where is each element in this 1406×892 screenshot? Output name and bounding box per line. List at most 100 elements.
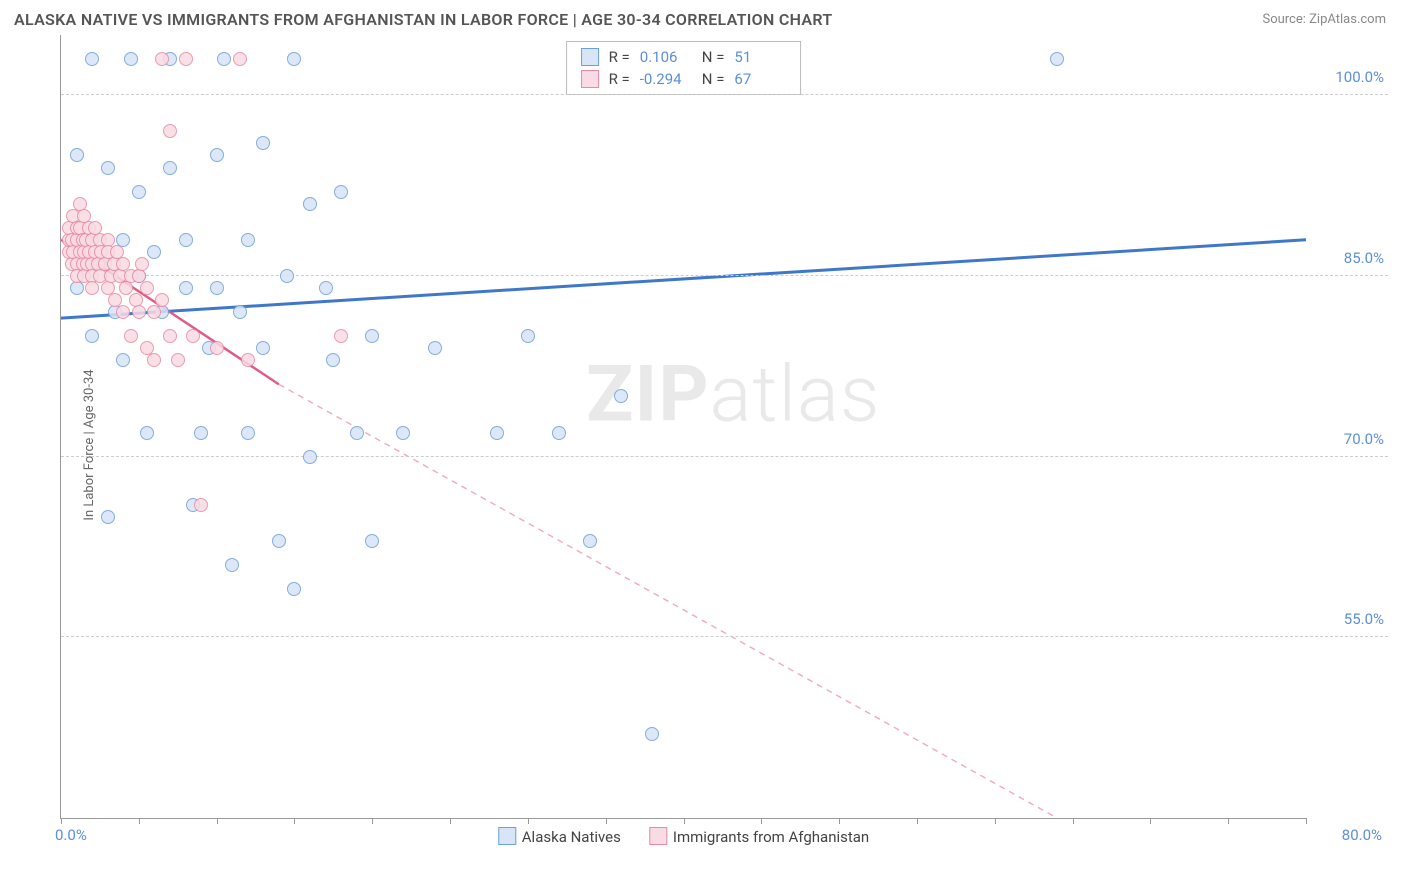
data-point	[163, 161, 177, 175]
x-tick-mark	[1073, 818, 1074, 824]
data-point	[179, 281, 193, 295]
data-point	[85, 52, 99, 66]
data-point	[186, 329, 200, 343]
data-point	[303, 450, 317, 464]
data-point	[614, 389, 628, 403]
stat-r: -0.294	[640, 70, 692, 88]
data-point	[583, 534, 597, 548]
data-point	[326, 353, 340, 367]
data-point	[140, 281, 154, 295]
data-point	[179, 52, 193, 66]
data-point	[147, 245, 161, 259]
data-point	[85, 281, 99, 295]
y-tick-label: 100.0%	[1335, 68, 1384, 86]
data-point	[101, 510, 115, 524]
watermark-bold: ZIP	[586, 350, 709, 441]
gridline	[61, 456, 1388, 457]
scatter-plot: ZIPatlas R = 0.106 N = 51 R = -0.294 N =…	[60, 35, 1306, 819]
data-point	[147, 305, 161, 319]
data-point	[396, 426, 410, 440]
x-tick-mark	[839, 818, 840, 824]
data-point	[124, 329, 138, 343]
data-point	[70, 148, 84, 162]
watermark: ZIPatlas	[586, 350, 880, 441]
data-point	[155, 293, 169, 307]
data-point	[217, 52, 231, 66]
data-point	[241, 353, 255, 367]
data-point	[233, 52, 247, 66]
data-point	[241, 426, 255, 440]
x-tick-mark	[1228, 818, 1229, 824]
data-point	[135, 257, 149, 271]
stat-label: R =	[609, 48, 630, 66]
data-point	[119, 281, 133, 295]
data-point	[428, 341, 442, 355]
y-tick-label: 55.0%	[1344, 610, 1384, 628]
x-tick-mark	[139, 818, 140, 824]
data-point	[85, 329, 99, 343]
data-point	[287, 582, 301, 596]
x-tick-mark	[917, 818, 918, 824]
data-point	[365, 329, 379, 343]
data-point	[365, 534, 379, 548]
x-tick-mark	[528, 818, 529, 824]
data-point	[210, 148, 224, 162]
gridline	[61, 636, 1388, 637]
gridline	[61, 94, 1388, 95]
legend-item: Alaska Natives	[498, 827, 621, 846]
data-point	[241, 233, 255, 247]
data-point	[124, 52, 138, 66]
data-point	[552, 426, 566, 440]
data-point	[116, 353, 130, 367]
data-point	[256, 341, 270, 355]
stats-legend: R = 0.106 N = 51 R = -0.294 N = 67	[566, 41, 802, 95]
data-point	[163, 124, 177, 138]
chart-area: In Labor Force | Age 30-34 ZIPatlas R = …	[48, 35, 1388, 855]
data-point	[179, 233, 193, 247]
legend-swatch	[581, 70, 599, 88]
watermark-light: atlas	[710, 350, 881, 441]
stat-r: 0.106	[640, 48, 692, 66]
chart-title: ALASKA NATIVE VS IMMIGRANTS FROM AFGHANI…	[14, 10, 833, 29]
data-point	[287, 52, 301, 66]
data-point	[194, 426, 208, 440]
data-point	[163, 329, 177, 343]
data-point	[155, 52, 169, 66]
data-point	[645, 727, 659, 741]
data-point	[171, 353, 185, 367]
data-point	[210, 341, 224, 355]
data-point	[490, 426, 504, 440]
title-bar: ALASKA NATIVE VS IMMIGRANTS FROM AFGHANI…	[0, 0, 1406, 35]
source-label: Source: ZipAtlas.com	[1262, 12, 1386, 27]
data-point	[280, 269, 294, 283]
gridline	[61, 275, 1388, 276]
x-tick-max: 80.0%	[1342, 826, 1382, 844]
x-tick-mark	[450, 818, 451, 824]
data-point	[350, 426, 364, 440]
data-point	[225, 558, 239, 572]
stat-label: N =	[702, 48, 725, 66]
data-point	[147, 353, 161, 367]
data-point	[233, 305, 247, 319]
data-point	[334, 185, 348, 199]
data-point	[319, 281, 333, 295]
legend-label: Alaska Natives	[522, 828, 621, 846]
data-point	[1050, 52, 1064, 66]
x-tick-mark	[606, 818, 607, 824]
x-tick-mark	[1150, 818, 1151, 824]
y-tick-label: 70.0%	[1344, 430, 1384, 448]
stat-label: N =	[702, 70, 725, 88]
y-tick-label: 85.0%	[1344, 249, 1384, 267]
data-point	[303, 197, 317, 211]
data-point	[272, 534, 286, 548]
x-tick-mark	[995, 818, 996, 824]
data-point	[70, 281, 84, 295]
legend-swatch	[649, 827, 667, 845]
data-point	[140, 426, 154, 440]
x-tick-mark	[1306, 818, 1307, 824]
bottom-legend: Alaska Natives Immigrants from Afghanist…	[498, 827, 869, 846]
data-point	[132, 185, 146, 199]
stats-row: R = -0.294 N = 67	[581, 68, 787, 90]
data-point	[210, 281, 224, 295]
stat-n: 67	[734, 70, 786, 88]
